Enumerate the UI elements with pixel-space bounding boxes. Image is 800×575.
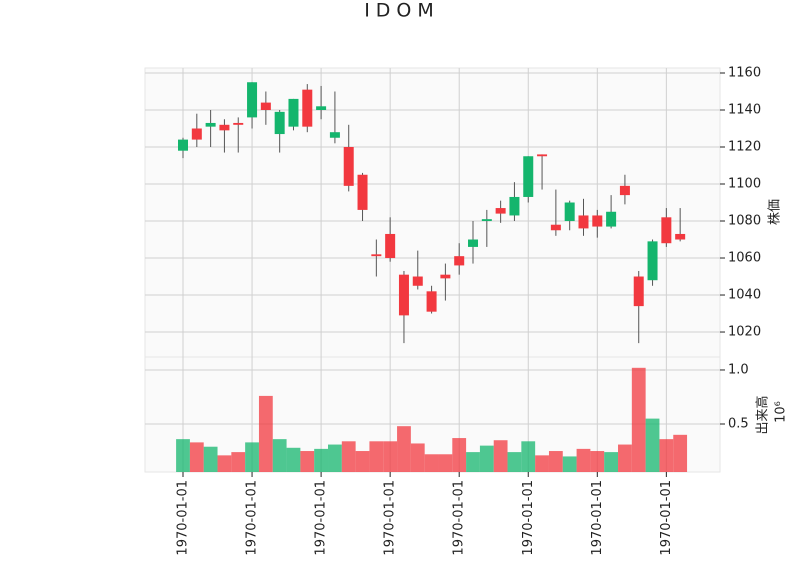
y-tick-label: 1160 xyxy=(728,65,761,80)
volume-bar xyxy=(328,444,342,472)
volume-bar xyxy=(369,441,384,472)
candle-body xyxy=(426,291,437,312)
x-tick-label: 1970-01-01 xyxy=(521,480,536,556)
candle-body xyxy=(205,122,216,127)
candle-body xyxy=(537,154,548,157)
volume-bar xyxy=(383,441,398,472)
candle-body xyxy=(495,208,506,214)
volume-bar xyxy=(562,456,577,472)
candle-body xyxy=(675,233,686,240)
volume-bar xyxy=(645,418,660,472)
candle-body xyxy=(357,174,368,210)
volume-bar xyxy=(217,455,232,472)
candle-body xyxy=(564,202,575,222)
volume-bar xyxy=(286,447,301,472)
y-tick-label: 1140 xyxy=(728,102,761,117)
price-panel xyxy=(144,67,721,358)
candle-body xyxy=(274,111,285,135)
x-tick-label: 1970-01-01 xyxy=(659,480,674,556)
y-tick-label: 1080 xyxy=(728,214,761,229)
volume-bar xyxy=(493,440,508,472)
volume-bar xyxy=(631,367,646,472)
volume-bar xyxy=(189,442,204,472)
volume-bar xyxy=(535,455,549,472)
x-tick-label: 1970-01-01 xyxy=(383,480,398,556)
volume-bar xyxy=(258,395,273,472)
x-tick-label: 1970-01-01 xyxy=(590,480,605,556)
candle-body xyxy=(468,239,479,247)
candle-body xyxy=(191,128,202,140)
volume-bar xyxy=(424,454,439,472)
y-tick-label: 1120 xyxy=(728,140,761,155)
volume-bar xyxy=(590,451,605,472)
volume-bar xyxy=(479,445,494,472)
candle-body xyxy=(343,147,354,186)
candle-body xyxy=(661,217,672,244)
candle-body xyxy=(302,89,313,127)
candle-body xyxy=(454,256,465,266)
candle-body xyxy=(606,211,617,227)
volume-bar xyxy=(231,452,246,472)
volume-bar xyxy=(673,434,688,472)
candle-body xyxy=(633,276,644,307)
y-tick-label: 1060 xyxy=(728,251,761,266)
volume-bar xyxy=(659,439,674,472)
volume-bar xyxy=(176,439,190,472)
x-tick-label: 1970-01-01 xyxy=(314,480,329,556)
volume-bar xyxy=(466,452,480,472)
volume-bar xyxy=(576,448,591,472)
candle-body xyxy=(385,233,396,259)
candle-body xyxy=(288,98,299,127)
candle-body xyxy=(592,215,603,227)
candle-body xyxy=(329,132,340,138)
volume-scale-label: 10⁶ xyxy=(774,401,789,423)
volume-bar xyxy=(604,452,619,472)
candle-body xyxy=(440,274,451,279)
chart-title: IDOM xyxy=(364,0,440,22)
candle-body xyxy=(247,82,258,118)
candle-body xyxy=(578,215,589,229)
candle-body xyxy=(260,102,271,110)
candle-body xyxy=(219,124,230,131)
volume-axis-label: 出来高 xyxy=(755,395,771,434)
x-tick-label: 1970-01-01 xyxy=(245,480,260,556)
volume-bar xyxy=(438,454,453,472)
volume-bar xyxy=(397,426,411,472)
candle-body xyxy=(316,106,327,110)
y-tick-label: 1100 xyxy=(728,177,761,192)
volume-tick-label: 1.0 xyxy=(728,362,749,377)
candle-body xyxy=(412,276,423,286)
volume-bar xyxy=(521,441,536,472)
x-tick-label: 1970-01-01 xyxy=(452,480,467,556)
volume-bar xyxy=(341,441,356,472)
volume-bar xyxy=(410,443,425,472)
candle-body xyxy=(233,122,244,125)
candle-body xyxy=(509,196,520,216)
candle-body xyxy=(619,185,630,196)
candle-body xyxy=(371,254,382,257)
volume-bar xyxy=(272,439,287,472)
volume-bar xyxy=(245,442,259,472)
candle-body xyxy=(523,156,534,197)
volume-bar xyxy=(314,448,328,472)
candle-body xyxy=(178,139,188,151)
price-axis-label: 株価 xyxy=(768,199,783,225)
volume-bar xyxy=(618,444,632,472)
volume-bar xyxy=(548,451,563,472)
volume-bar xyxy=(507,452,522,472)
candle-body xyxy=(550,224,561,231)
candle-body xyxy=(481,219,492,222)
y-tick-label: 1040 xyxy=(728,288,761,303)
x-tick-label: 1970-01-01 xyxy=(176,480,191,556)
volume-tick-label: 0.5 xyxy=(728,417,749,432)
candle-body xyxy=(398,274,409,316)
volume-bar xyxy=(355,451,370,472)
volume-bar xyxy=(203,446,218,472)
candle-body xyxy=(647,241,658,281)
volume-bar xyxy=(300,451,315,472)
volume-bar xyxy=(452,438,467,472)
y-tick-label: 1020 xyxy=(728,325,761,340)
